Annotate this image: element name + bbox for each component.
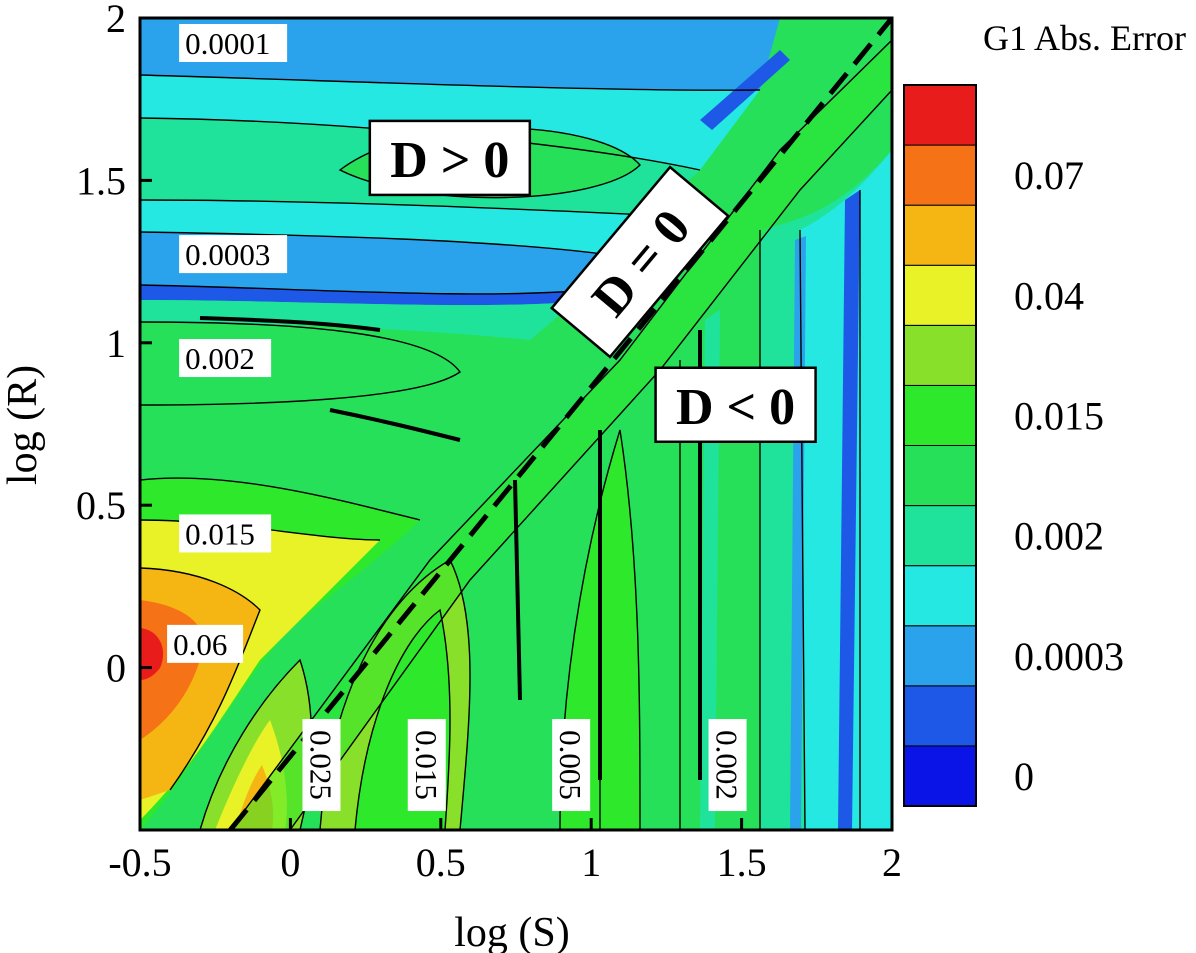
y-axis: 0 0.5 1 1.5 2 [76,0,152,691]
legend-labels: 0 0.0003 0.002 0.015 0.04 0.07 [1014,153,1124,799]
contour-label-bg [179,235,288,274]
contour-label-text: 0.0003 [185,237,270,272]
y-tick-label: 0.5 [76,483,126,528]
contour-band-top-blue [140,18,780,91]
legend-swatch [903,384,977,446]
region-label-box [368,119,532,197]
x-tick-label: 1.5 [717,840,767,885]
region-label-text: D > 0 [390,132,509,189]
contour-label: 0.002 [708,719,747,812]
x-axis-title: log (S) [454,910,570,953]
contour-band-blue-right [838,190,860,830]
x-tick-label: 2 [882,840,902,885]
contour-label-text: 0.002 [710,730,745,800]
contour-label: 0.0003 [179,235,288,274]
region-label: D < 0 [654,366,817,444]
contour-label-bg [179,339,272,378]
x-tick-label: 0.5 [416,840,466,885]
x-tick-label: -0.5 [108,840,171,885]
x-tick-label: 1 [581,840,601,885]
contour-band-green-mid [140,300,575,340]
contour-label-text: 0.015 [185,516,255,551]
region-label-box [654,366,817,444]
region-label-text: D < 0 [676,379,795,436]
contour-label-bg [179,514,272,553]
contour-label: 0.06 [167,624,244,663]
contour-ridge-diagonal [230,40,892,830]
contour-label-text: 0.002 [185,341,255,376]
y-tick-label: 2 [106,0,126,41]
legend-swatch [903,324,977,386]
legend-swatch [903,685,977,747]
legend-label: 0.07 [1014,153,1084,198]
legend-label: 0.04 [1014,273,1084,318]
legend-swatch [903,565,977,627]
contour-label-bg [708,719,747,812]
contour-label-bg [167,624,244,663]
plot-frame [138,16,894,832]
contour-label-bg [552,719,591,812]
contour-label-text: 0.0001 [185,26,270,61]
contour-label-bg [407,719,446,812]
contour-label-text: 0.06 [173,627,227,662]
contour-label: 0.025 [302,719,341,812]
region-labels: D > 0 D < 0 [368,119,817,444]
legend-swatch [903,625,977,687]
legend: G1 Abs. Error 0 0.0003 0.002 0.015 0.04 0.07 [903,18,1186,807]
x-tick-label: 0 [280,840,300,885]
legend-label: 0.0003 [1014,634,1124,679]
x-axis: -0.5 0 0.5 1 1.5 2 [108,818,902,885]
legend-colorbar-frame [903,84,977,807]
contour-label-text: 0.015 [409,730,444,800]
contour-band-cyan-lower [140,200,650,255]
legend-title: G1 Abs. Error [983,18,1186,58]
contour-band-deepblue-lower [140,285,590,306]
y-tick-label: 0 [106,646,126,691]
contour-label-text: 0.025 [303,730,338,800]
y-axis-title: log (R) [0,365,46,485]
legend-swatch [903,745,977,807]
legend-swatch [903,204,977,266]
legend-swatch [903,264,977,326]
contour-label: 0.015 [179,514,272,553]
contour-label: 0.002 [179,339,272,378]
legend-colorbar [903,84,977,807]
legend-label: 0.015 [1014,393,1104,438]
legend-swatch [903,84,977,146]
region-label: D > 0 [368,119,532,197]
contour-label: 0.0001 [179,23,288,62]
legend-label: 0.002 [1014,514,1104,559]
y-tick-label: 1.5 [76,158,126,203]
legend-label: 0 [1014,754,1034,799]
y-tick-label: 1 [106,321,126,366]
legend-swatch [903,445,977,507]
legend-swatch [903,505,977,567]
contour-label: 0.015 [407,719,446,812]
contour-label: 0.005 [552,719,591,812]
contour-label-text: 0.005 [553,730,588,800]
contour-labels: 0.0001 0.0003 0.002 0.015 0.06 0.025 0.015 0.00… [167,23,747,812]
legend-swatch [903,144,977,206]
d-zero-dashed-line [228,18,892,830]
contour-label-bg [302,719,341,812]
contour-label-bg [179,23,288,62]
d-zero-label-box [549,165,731,359]
